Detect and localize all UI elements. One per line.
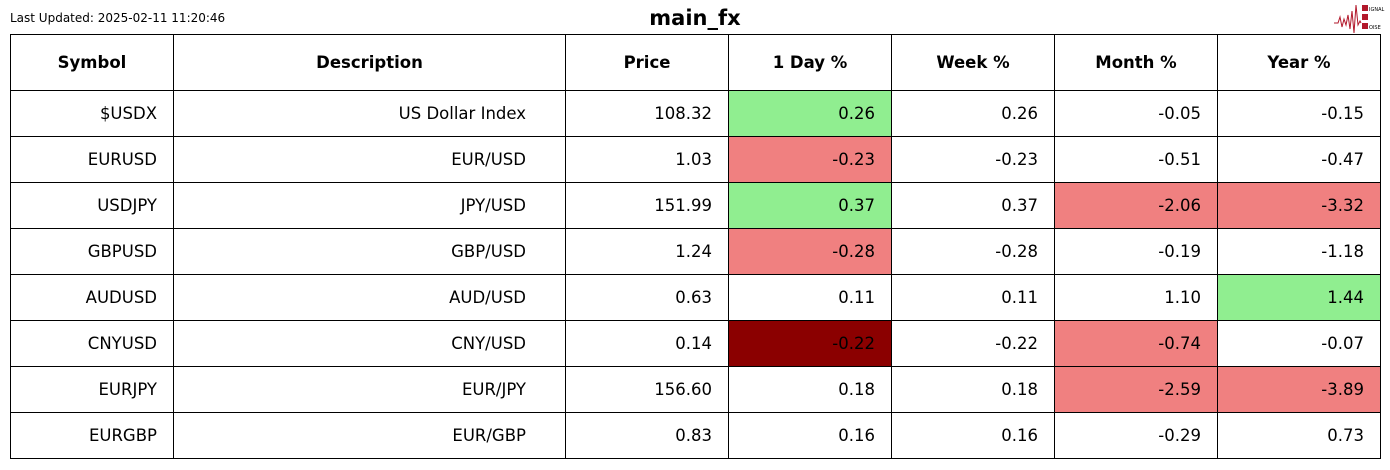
cell-1-day: 0.18 <box>728 366 892 413</box>
cell-1-day: -0.23 <box>728 136 892 183</box>
cell-description: AUD/USD <box>173 274 566 321</box>
column-header: Symbol <box>10 34 174 91</box>
cell-year: -0.15 <box>1217 90 1381 137</box>
cell-1-day: 0.11 <box>728 274 892 321</box>
column-header: Month % <box>1054 34 1218 91</box>
cell-year: 1.44 <box>1217 274 1381 321</box>
column-header: Price <box>565 34 729 91</box>
cell-month: -0.05 <box>1054 90 1218 137</box>
cell-week: -0.22 <box>891 320 1055 367</box>
cell-symbol: EURGBP <box>10 412 174 459</box>
cell-price: 1.24 <box>565 228 729 275</box>
cell-week: -0.23 <box>891 136 1055 183</box>
cell-week: 0.18 <box>891 366 1055 413</box>
cell-description: CNY/USD <box>173 320 566 367</box>
header-row: Symbol Description Price 1 Day % Week % Month… <box>10 34 1381 91</box>
page-title: main_fx <box>649 6 741 30</box>
cell-symbol: EURUSD <box>10 136 174 183</box>
cell-year: -0.07 <box>1217 320 1381 367</box>
table-row: USDJPY JPY/USD 151.99 0.37 0.37 -2.06 -3.32 <box>10 182 1381 229</box>
cell-1-day: 0.26 <box>728 90 892 137</box>
cell-description: GBP/USD <box>173 228 566 275</box>
cell-month: -0.74 <box>1054 320 1218 367</box>
fx-table: Symbol Description Price 1 Day % Week % Month… <box>10 34 1381 459</box>
cell-month: -2.06 <box>1054 182 1218 229</box>
column-header: 1 Day % <box>728 34 892 91</box>
cell-symbol: $USDX <box>10 90 174 137</box>
cell-month: -0.29 <box>1054 412 1218 459</box>
cell-month: -0.19 <box>1054 228 1218 275</box>
cell-week: 0.16 <box>891 412 1055 459</box>
column-header: Week % <box>891 34 1055 91</box>
signal-2-noise-logo: IGNAL OISE <box>1334 4 1385 34</box>
cell-price: 0.83 <box>565 412 729 459</box>
cell-symbol: GBPUSD <box>10 228 174 275</box>
table-row: EURUSD EUR/USD 1.03 -0.23 -0.23 -0.51 -0.47 <box>10 136 1381 183</box>
column-header: Year % <box>1217 34 1381 91</box>
table-row: GBPUSD GBP/USD 1.24 -0.28 -0.28 -0.19 -1.18 <box>10 228 1381 275</box>
table-row: $USDX US Dollar Index 108.32 0.26 0.26 -0.05-… <box>10 90 1381 137</box>
cell-description: EUR/GBP <box>173 412 566 459</box>
cell-year: -1.18 <box>1217 228 1381 275</box>
cell-symbol: CNYUSD <box>10 320 174 367</box>
cell-year: 0.73 <box>1217 412 1381 459</box>
cell-symbol: EURJPY <box>10 366 174 413</box>
cell-price: 1.03 <box>565 136 729 183</box>
cell-description: US Dollar Index <box>173 90 566 137</box>
cell-year: -0.47 <box>1217 136 1381 183</box>
svg-text:OISE: OISE <box>1369 25 1381 31</box>
cell-1-day: 0.37 <box>728 182 892 229</box>
last-updated: Last Updated: 2025-02-11 11:20:46 <box>10 11 226 25</box>
cell-price: 156.60 <box>565 366 729 413</box>
cell-price: 0.63 <box>565 274 729 321</box>
cell-week: 0.26 <box>891 90 1055 137</box>
cell-week: -0.28 <box>891 228 1055 275</box>
cell-1-day: -0.28 <box>728 228 892 275</box>
cell-description: JPY/USD <box>173 182 566 229</box>
cell-month: -2.59 <box>1054 366 1218 413</box>
cell-description: EUR/JPY <box>173 366 566 413</box>
table-row: EURGBP EUR/GBP 0.83 0.16 0.16 -0.29 0.73 <box>10 412 1381 459</box>
cell-week: 0.11 <box>891 274 1055 321</box>
cell-symbol: USDJPY <box>10 182 174 229</box>
table-row: AUDUSD AUD/USD 0.63 0.11 0.11 1.10 1.44 <box>10 274 1381 321</box>
cell-price: 108.32 <box>565 90 729 137</box>
cell-year: -3.89 <box>1217 366 1381 413</box>
table-row: CNYUSD CNY/USD 0.14 -0.22 -0.22 -0.74 -0.07 <box>10 320 1381 367</box>
cell-month: -0.51 <box>1054 136 1218 183</box>
cell-symbol: AUDUSD <box>10 274 174 321</box>
cell-month: 1.10 <box>1054 274 1218 321</box>
cell-price: 151.99 <box>565 182 729 229</box>
table-row: EURJPY EUR/JPY 156.60 0.18 0.18 -2.59 -3.89 <box>10 366 1381 413</box>
cell-1-day: -0.22 <box>728 320 892 367</box>
column-header: Description <box>173 34 566 91</box>
cell-week: 0.37 <box>891 182 1055 229</box>
svg-text:IGNAL: IGNAL <box>1369 7 1385 13</box>
cell-description: EUR/USD <box>173 136 566 183</box>
cell-year: -3.32 <box>1217 182 1381 229</box>
cell-1-day: 0.16 <box>728 412 892 459</box>
cell-price: 0.14 <box>565 320 729 367</box>
